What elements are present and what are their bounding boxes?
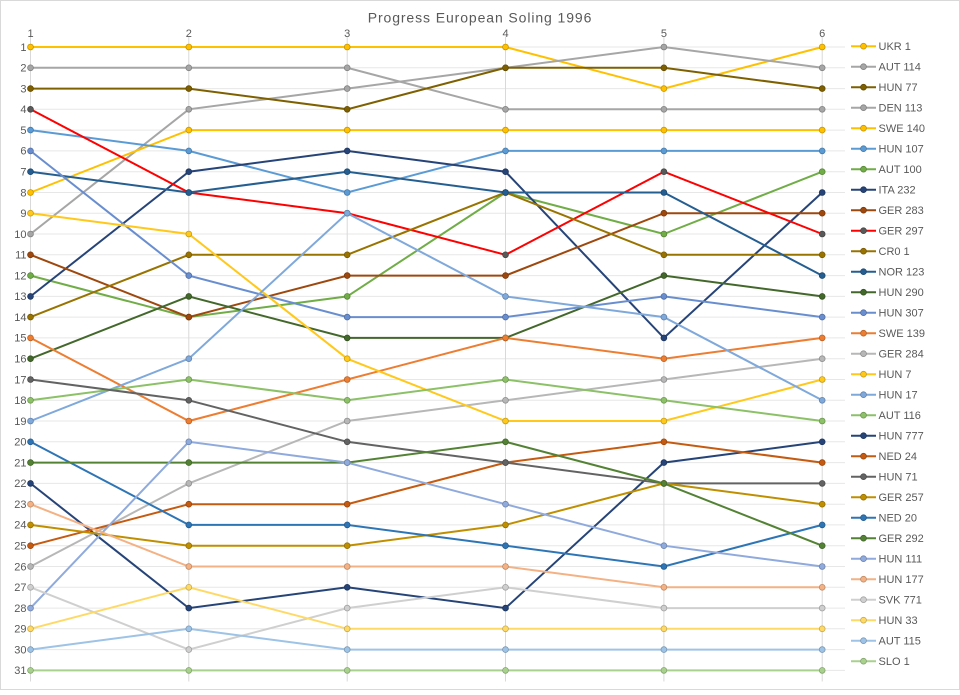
svg-text:1: 1	[20, 42, 26, 54]
svg-text:SVK 771: SVK 771	[879, 595, 922, 607]
svg-text:10: 10	[14, 229, 26, 241]
svg-text:3: 3	[344, 28, 350, 40]
svg-text:23: 23	[14, 499, 26, 511]
svg-text:24: 24	[14, 520, 26, 532]
svg-text:HUN 307: HUN 307	[879, 308, 924, 320]
svg-text:6: 6	[819, 28, 825, 40]
svg-text:HUN 777: HUN 777	[879, 431, 924, 443]
svg-text:21: 21	[14, 457, 26, 469]
svg-text:17: 17	[14, 374, 26, 386]
svg-text:12: 12	[14, 270, 26, 282]
svg-text:26: 26	[14, 561, 26, 573]
svg-text:27: 27	[14, 582, 26, 594]
svg-text:NOR 123: NOR 123	[879, 267, 925, 279]
svg-text:31: 31	[14, 665, 26, 677]
svg-text:UKR 1: UKR 1	[879, 41, 911, 53]
svg-text:SWE 140: SWE 140	[879, 123, 925, 135]
svg-text:14: 14	[14, 312, 26, 324]
svg-text:AUT 100: AUT 100	[879, 164, 922, 176]
svg-text:NED 20: NED 20	[879, 513, 918, 525]
svg-text:13: 13	[14, 291, 26, 303]
svg-text:NED 24: NED 24	[879, 451, 918, 463]
svg-text:25: 25	[14, 541, 26, 553]
svg-text:19: 19	[14, 416, 26, 428]
svg-text:28: 28	[14, 603, 26, 615]
svg-text:GER 283: GER 283	[879, 205, 924, 217]
svg-text:11: 11	[15, 250, 26, 262]
svg-text:4: 4	[20, 104, 26, 116]
svg-text:GER 297: GER 297	[879, 226, 924, 238]
svg-text:15: 15	[14, 333, 26, 345]
svg-text:7: 7	[20, 167, 26, 179]
svg-text:CR0 1: CR0 1	[879, 246, 910, 258]
svg-text:HUN 33: HUN 33	[879, 615, 918, 627]
svg-text:GER 292: GER 292	[879, 533, 924, 545]
svg-text:5: 5	[661, 28, 667, 40]
svg-text:HUN 71: HUN 71	[879, 472, 918, 484]
svg-text:GER 284: GER 284	[879, 349, 924, 361]
svg-text:HUN 7: HUN 7	[879, 369, 912, 381]
svg-text:AUT 114: AUT 114	[879, 62, 921, 74]
svg-text:Progress European Soling 1996: Progress European Soling 1996	[368, 10, 593, 26]
svg-text:ITA 232: ITA 232	[879, 185, 916, 197]
svg-text:3: 3	[20, 83, 26, 95]
svg-text:16: 16	[14, 354, 26, 366]
svg-text:4: 4	[502, 28, 508, 40]
svg-text:1: 1	[27, 28, 33, 40]
svg-text:SWE 139: SWE 139	[879, 328, 925, 340]
svg-text:30: 30	[14, 644, 26, 656]
svg-text:AUT 116: AUT 116	[879, 410, 921, 422]
svg-text:9: 9	[20, 208, 26, 220]
svg-text:SLO 1: SLO 1	[879, 656, 910, 668]
svg-text:18: 18	[14, 395, 26, 407]
svg-text:6: 6	[20, 146, 26, 158]
svg-text:GER 257: GER 257	[879, 492, 924, 504]
svg-text:HUN 77: HUN 77	[879, 82, 918, 94]
svg-text:5: 5	[20, 125, 26, 137]
svg-text:HUN 111: HUN 111	[879, 554, 923, 566]
svg-text:HUN 17: HUN 17	[879, 390, 918, 402]
svg-text:22: 22	[14, 478, 26, 490]
svg-text:DEN 113: DEN 113	[879, 103, 923, 115]
svg-text:AUT 115: AUT 115	[879, 636, 921, 648]
svg-text:20: 20	[14, 437, 26, 449]
svg-text:HUN 107: HUN 107	[879, 144, 924, 156]
svg-text:HUN 290: HUN 290	[879, 287, 924, 299]
svg-text:8: 8	[20, 187, 26, 199]
svg-text:2: 2	[186, 28, 192, 40]
svg-text:2: 2	[20, 63, 26, 75]
svg-text:29: 29	[14, 624, 26, 636]
svg-text:HUN 177: HUN 177	[879, 574, 924, 586]
